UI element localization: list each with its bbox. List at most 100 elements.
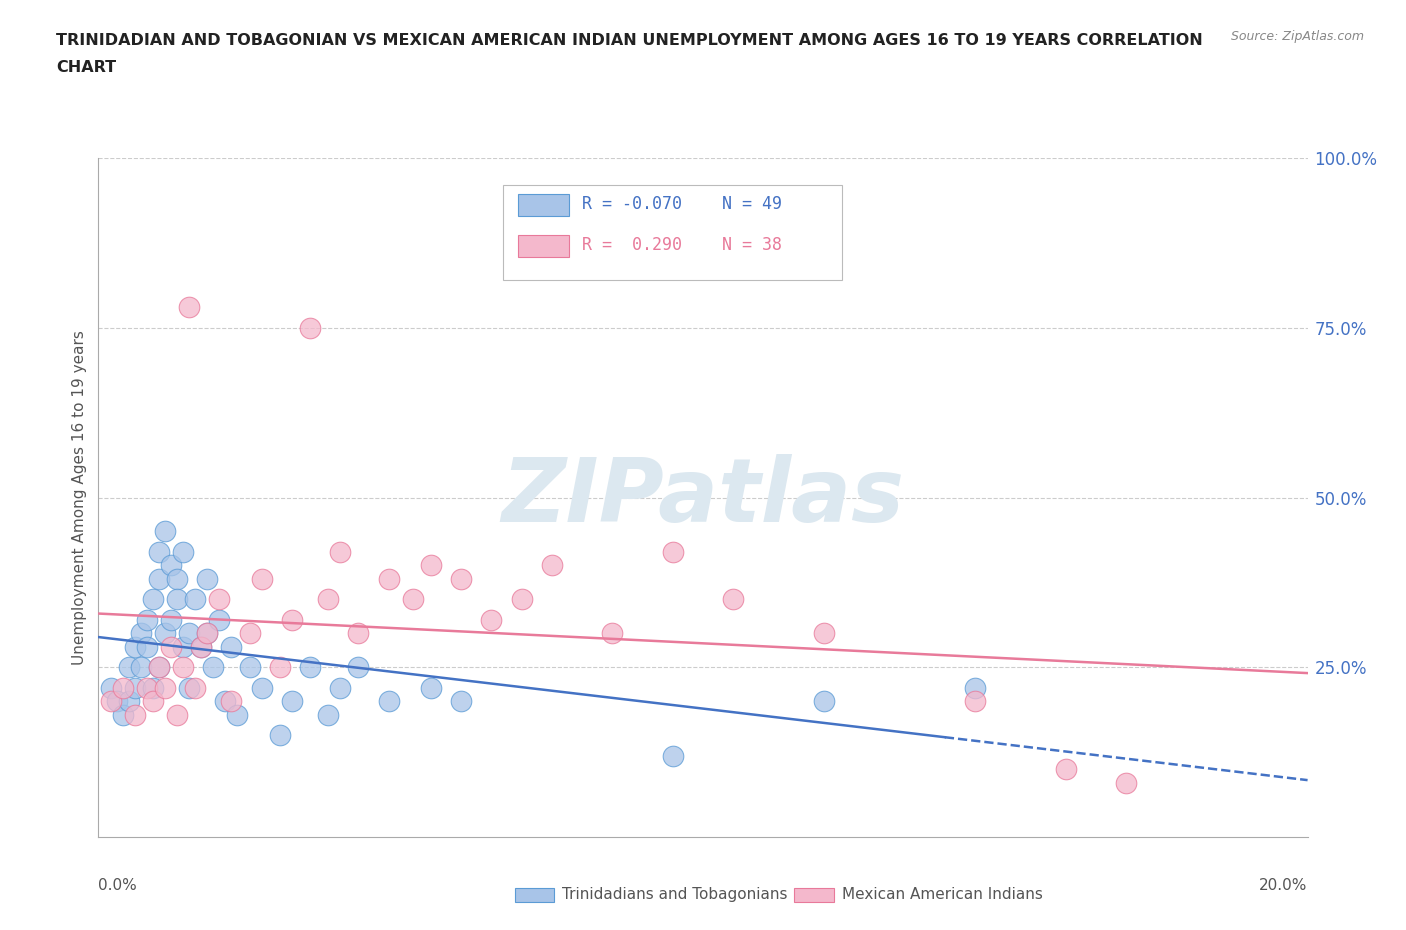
Point: [195, 626, 218, 641]
Text: Mexican American Indians: Mexican American Indians: [842, 887, 1043, 902]
Point: [153, 680, 176, 695]
Point: [148, 660, 170, 675]
Text: Source: ZipAtlas.com: Source: ZipAtlas.com: [1230, 30, 1364, 43]
Point: [377, 572, 399, 587]
Point: [172, 660, 194, 675]
Point: [142, 592, 165, 607]
Point: [250, 572, 273, 587]
Y-axis label: Unemployment Among Ages 16 to 19 years: Unemployment Among Ages 16 to 19 years: [72, 330, 87, 665]
Point: [124, 708, 146, 723]
Point: [129, 626, 152, 641]
Text: ZIPatlas: ZIPatlas: [502, 454, 904, 541]
Point: [202, 660, 225, 675]
Point: [166, 572, 188, 587]
Point: [148, 572, 170, 587]
Point: [172, 544, 194, 559]
Point: [226, 708, 249, 723]
Point: [142, 694, 165, 709]
Point: [1115, 776, 1137, 790]
Point: [602, 626, 624, 641]
Point: [813, 694, 835, 709]
Point: [148, 660, 170, 675]
Point: [450, 694, 472, 709]
Point: [221, 694, 243, 709]
Point: [281, 694, 304, 709]
Point: [420, 680, 443, 695]
Point: [347, 660, 370, 675]
Point: [329, 680, 352, 695]
Point: [510, 592, 533, 607]
Point: [135, 612, 157, 627]
Point: [124, 680, 146, 695]
Point: [481, 612, 503, 627]
Text: TRINIDADIAN AND TOBAGONIAN VS MEXICAN AMERICAN INDIAN UNEMPLOYMENT AMONG AGES 16: TRINIDADIAN AND TOBAGONIAN VS MEXICAN AM…: [56, 33, 1204, 47]
Point: [148, 544, 170, 559]
Point: [377, 694, 399, 709]
Point: [662, 748, 685, 763]
Point: [281, 612, 304, 627]
Text: R =  0.290    N = 38: R = 0.290 N = 38: [582, 236, 782, 254]
Point: [160, 640, 183, 655]
Point: [813, 626, 835, 641]
Point: [184, 592, 207, 607]
Point: [184, 680, 207, 695]
Point: [316, 708, 339, 723]
Point: [160, 558, 183, 573]
Point: [100, 680, 122, 695]
Point: [153, 525, 176, 539]
Point: [239, 626, 262, 641]
Point: [269, 727, 291, 742]
Point: [540, 558, 562, 573]
Point: [316, 592, 339, 607]
Point: [299, 660, 322, 675]
Point: [142, 680, 165, 695]
Point: [190, 640, 212, 655]
Point: [195, 626, 218, 641]
Point: [166, 708, 188, 723]
Text: R = -0.070    N = 49: R = -0.070 N = 49: [582, 195, 782, 213]
Point: [214, 694, 236, 709]
Text: 0.0%: 0.0%: [98, 878, 138, 893]
Point: [160, 612, 183, 627]
Point: [111, 708, 134, 723]
Bar: [517, 194, 569, 216]
Text: 20.0%: 20.0%: [1260, 878, 1308, 893]
Point: [179, 300, 201, 315]
Point: [166, 592, 188, 607]
Point: [100, 694, 122, 709]
Point: [135, 680, 157, 695]
Point: [250, 680, 273, 695]
Point: [111, 680, 134, 695]
Point: [221, 640, 243, 655]
Point: [329, 544, 352, 559]
Point: [965, 680, 987, 695]
Bar: [517, 234, 569, 257]
Point: [299, 320, 322, 336]
Point: [135, 640, 157, 655]
Point: [118, 660, 141, 675]
Point: [153, 626, 176, 641]
Point: [118, 694, 141, 709]
Point: [662, 544, 685, 559]
Point: [208, 612, 231, 627]
Point: [172, 640, 194, 655]
Point: [179, 626, 201, 641]
Point: [402, 592, 425, 607]
Point: [129, 660, 152, 675]
Point: [269, 660, 291, 675]
Point: [208, 592, 231, 607]
Point: [239, 660, 262, 675]
Point: [190, 640, 212, 655]
Point: [179, 680, 201, 695]
Point: [723, 592, 745, 607]
Point: [965, 694, 987, 709]
Point: [105, 694, 128, 709]
FancyBboxPatch shape: [503, 185, 842, 280]
Text: Trinidadians and Tobagonians: Trinidadians and Tobagonians: [562, 887, 787, 902]
Point: [1054, 762, 1077, 777]
Point: [450, 572, 472, 587]
Point: [124, 640, 146, 655]
Point: [347, 626, 370, 641]
Point: [420, 558, 443, 573]
Point: [195, 572, 218, 587]
